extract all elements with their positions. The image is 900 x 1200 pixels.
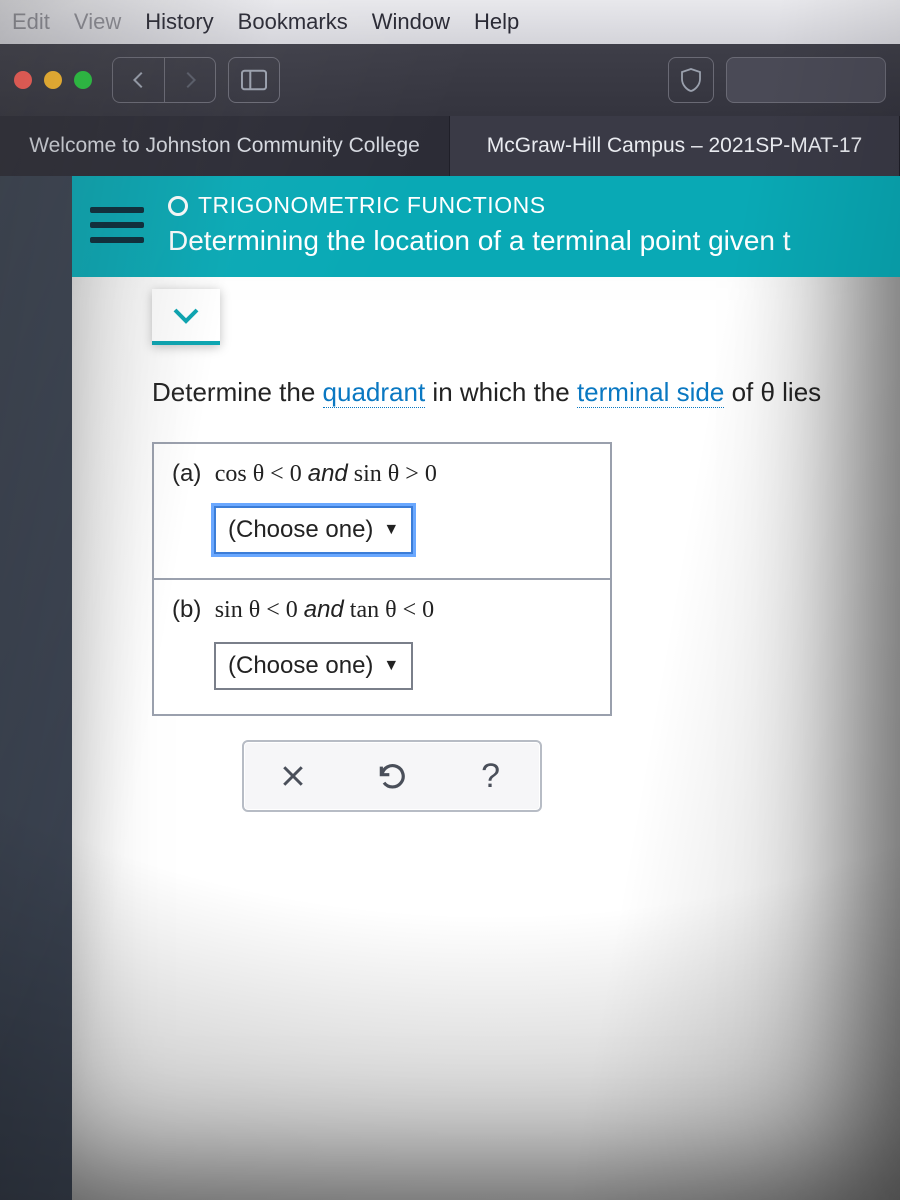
- menu-history[interactable]: History: [145, 9, 213, 35]
- part-a-rhs-fn: sin: [348, 461, 382, 487]
- part-a-lhs-fn: cos: [215, 461, 247, 487]
- menu-window[interactable]: Window: [372, 9, 450, 35]
- question-pre: Determine the: [152, 377, 323, 407]
- hamburger-menu-button[interactable]: [90, 198, 144, 252]
- dropdown-caret-icon: ▼: [383, 521, 399, 539]
- part-b-lhs-fn: sin: [215, 597, 243, 623]
- topic-dropdown-button[interactable]: [152, 289, 220, 345]
- part-b-rhs-rel: θ < 0: [379, 597, 434, 623]
- part-b-conj: and: [304, 596, 344, 623]
- menu-view[interactable]: View: [74, 9, 121, 35]
- nav-back-button[interactable]: [112, 57, 164, 103]
- close-window-button[interactable]: [14, 71, 32, 89]
- part-b-dropdown[interactable]: (Choose one) ▼: [214, 642, 413, 690]
- part-a-conj: and: [308, 460, 348, 487]
- minimize-window-button[interactable]: [44, 71, 62, 89]
- topic-title: Determining the location of a terminal p…: [168, 225, 882, 257]
- part-a: (a) cos θ < 0 and sin θ > 0 (Choose one)…: [154, 444, 610, 578]
- reset-button[interactable]: [343, 742, 441, 810]
- category-ring-icon: [168, 196, 188, 216]
- part-b-label: (b) sin θ < 0 and tan θ < 0: [172, 596, 592, 624]
- tab-mcgraw-hill[interactable]: McGraw-Hill Campus – 2021SP-MAT-17: [450, 116, 900, 176]
- page-content: TRIGONOMETRIC FUNCTIONS Determining the …: [72, 176, 900, 1200]
- topic-category: TRIGONOMETRIC FUNCTIONS: [168, 192, 882, 219]
- window-traffic-lights: [14, 71, 92, 89]
- menu-edit[interactable]: Edit: [12, 9, 50, 35]
- category-label: TRIGONOMETRIC FUNCTIONS: [198, 192, 546, 219]
- question-post: of θ lies: [724, 377, 821, 407]
- privacy-shield-button[interactable]: [668, 57, 714, 103]
- menu-help[interactable]: Help: [474, 9, 519, 35]
- tab-welcome[interactable]: Welcome to Johnston Community College: [0, 116, 450, 176]
- question-text: Determine the quadrant in which the term…: [152, 373, 900, 412]
- part-a-rhs-rel: θ > 0: [382, 461, 437, 487]
- safari-tab-bar: Welcome to Johnston Community College Mc…: [0, 116, 900, 176]
- address-bar[interactable]: [726, 57, 886, 103]
- answer-actions: ?: [242, 740, 542, 812]
- link-terminal-side[interactable]: terminal side: [577, 377, 724, 408]
- part-a-ord: (a): [172, 460, 201, 487]
- help-button[interactable]: ?: [442, 742, 540, 810]
- question-mid: in which the: [425, 377, 577, 407]
- part-b-lhs-rel: θ < 0: [243, 597, 304, 623]
- fullscreen-window-button[interactable]: [74, 71, 92, 89]
- part-b-choice-label: (Choose one): [228, 652, 373, 680]
- clear-button[interactable]: [244, 742, 342, 810]
- aleks-header: TRIGONOMETRIC FUNCTIONS Determining the …: [72, 176, 900, 277]
- part-b: (b) sin θ < 0 and tan θ < 0 (Choose one)…: [154, 578, 610, 714]
- answer-box: (a) cos θ < 0 and sin θ > 0 (Choose one)…: [152, 442, 612, 716]
- link-quadrant[interactable]: quadrant: [323, 377, 426, 408]
- sidebar-toggle-button[interactable]: [228, 57, 280, 103]
- safari-toolbar: [0, 44, 900, 116]
- dropdown-caret-icon: ▼: [383, 657, 399, 675]
- part-b-ord: (b): [172, 596, 201, 623]
- part-a-label: (a) cos θ < 0 and sin θ > 0: [172, 460, 592, 488]
- nav-forward-button[interactable]: [164, 57, 216, 103]
- menu-bookmarks[interactable]: Bookmarks: [238, 9, 348, 35]
- part-a-lhs-rel: θ < 0: [247, 461, 308, 487]
- part-a-dropdown[interactable]: (Choose one) ▼: [214, 506, 413, 554]
- part-b-rhs-fn: tan: [344, 597, 379, 623]
- mac-menubar: Edit View History Bookmarks Window Help: [0, 0, 900, 44]
- part-a-choice-label: (Choose one): [228, 516, 373, 544]
